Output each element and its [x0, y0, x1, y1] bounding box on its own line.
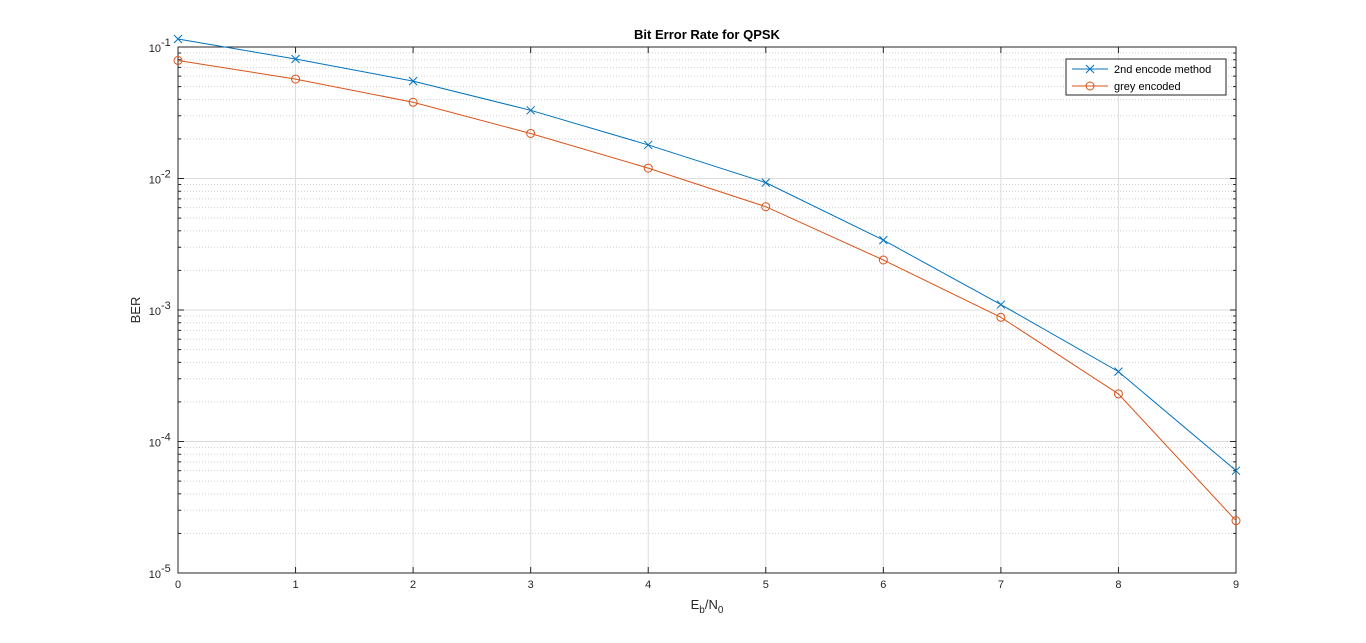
- x-axis-label-subscript-1: b: [699, 605, 705, 616]
- data-point: [408, 76, 418, 86]
- data-point: [643, 140, 653, 150]
- data-point: [1113, 389, 1123, 399]
- data-point: [1114, 367, 1123, 376]
- y-tick-label-exponent: -1: [161, 37, 171, 49]
- data-point: [526, 105, 536, 115]
- y-tick-label: 10: [149, 43, 161, 55]
- data-point: [878, 255, 888, 265]
- data-point: [1231, 516, 1241, 526]
- data-point: [996, 312, 1006, 322]
- x-tick-label: 2: [410, 579, 416, 591]
- data-point: [1231, 466, 1241, 476]
- data-point: [761, 178, 771, 187]
- legend-label: grey encoded: [1114, 81, 1181, 93]
- legend-entry: 2nd encode method: [1072, 64, 1211, 76]
- x-tick-label: 4: [645, 579, 651, 591]
- x-tick-label: 1: [292, 579, 298, 591]
- series-2: [173, 55, 1241, 526]
- series-line: [177, 38, 1237, 472]
- x-tick-label: 3: [528, 579, 534, 591]
- y-tick-label-exponent: -5: [161, 563, 171, 575]
- chart-title: Bit Error Rate for QPSK: [634, 27, 781, 42]
- data-point: [173, 55, 183, 65]
- data-point: [643, 163, 653, 173]
- grid: [178, 47, 1236, 573]
- x-tick-label: 9: [1233, 579, 1239, 591]
- legend-label: 2nd encode method: [1114, 64, 1211, 76]
- data-point: [173, 34, 183, 44]
- x-tick-label: 5: [763, 579, 769, 591]
- x-tick-label: 0: [175, 579, 181, 591]
- legend-marker: [1085, 81, 1095, 91]
- x-tick-label: 7: [998, 579, 1004, 591]
- axis-ticks: 0 1 2 3 4 5 6 7 8 910-510-410-310-210-1: [149, 37, 1239, 591]
- x-axis-label-base: E: [691, 597, 700, 612]
- data-point: [526, 128, 536, 138]
- series-1: [173, 34, 1241, 476]
- legend-items: 2nd encode method grey encoded: [1072, 64, 1211, 93]
- data-point: [408, 97, 418, 107]
- y-tick-label-exponent: -3: [161, 300, 171, 312]
- x-axis-label: Eb/N0: [691, 597, 724, 616]
- x-axis-label-mid: /N: [705, 597, 718, 612]
- y-tick-label: 10: [149, 306, 161, 318]
- legend: 2nd encode method grey encoded: [1065, 58, 1227, 96]
- y-tick-label: 10: [149, 438, 161, 450]
- data-point: [878, 235, 888, 245]
- series-line: [177, 59, 1237, 522]
- y-axis-label: BER: [128, 297, 143, 324]
- x-tick-label: 8: [1115, 579, 1121, 591]
- y-tick-label-exponent: -2: [161, 169, 171, 181]
- data-point: [291, 74, 301, 84]
- legend-entry: grey encoded: [1072, 81, 1181, 93]
- y-tick-label-exponent: -4: [161, 432, 171, 444]
- x-axis-label-subscript-2: 0: [718, 605, 724, 616]
- y-tick-label: 10: [149, 569, 161, 581]
- data-point: [291, 54, 300, 64]
- data-point: [996, 300, 1006, 309]
- x-tick-label: 6: [880, 579, 886, 591]
- legend-marker: [1085, 64, 1095, 74]
- series-lines: [173, 34, 1241, 526]
- y-tick-label: 10: [149, 175, 161, 187]
- data-point: [761, 202, 771, 212]
